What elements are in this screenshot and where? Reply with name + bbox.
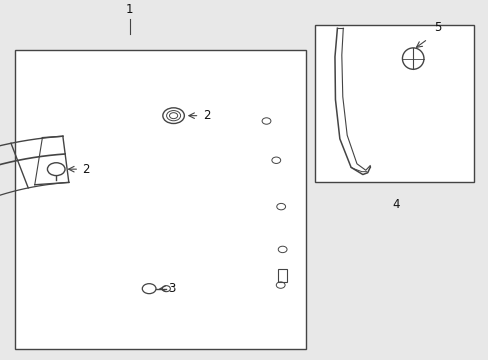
Text: 2: 2 [82,163,89,176]
Text: 4: 4 [391,198,399,211]
Text: 2: 2 [203,109,210,122]
Bar [15,50,305,349]
Bar [315,25,473,182]
Text: 5: 5 [433,21,441,33]
Bar [277,269,286,282]
Text: 3: 3 [167,282,175,295]
Text: 1: 1 [125,3,133,16]
